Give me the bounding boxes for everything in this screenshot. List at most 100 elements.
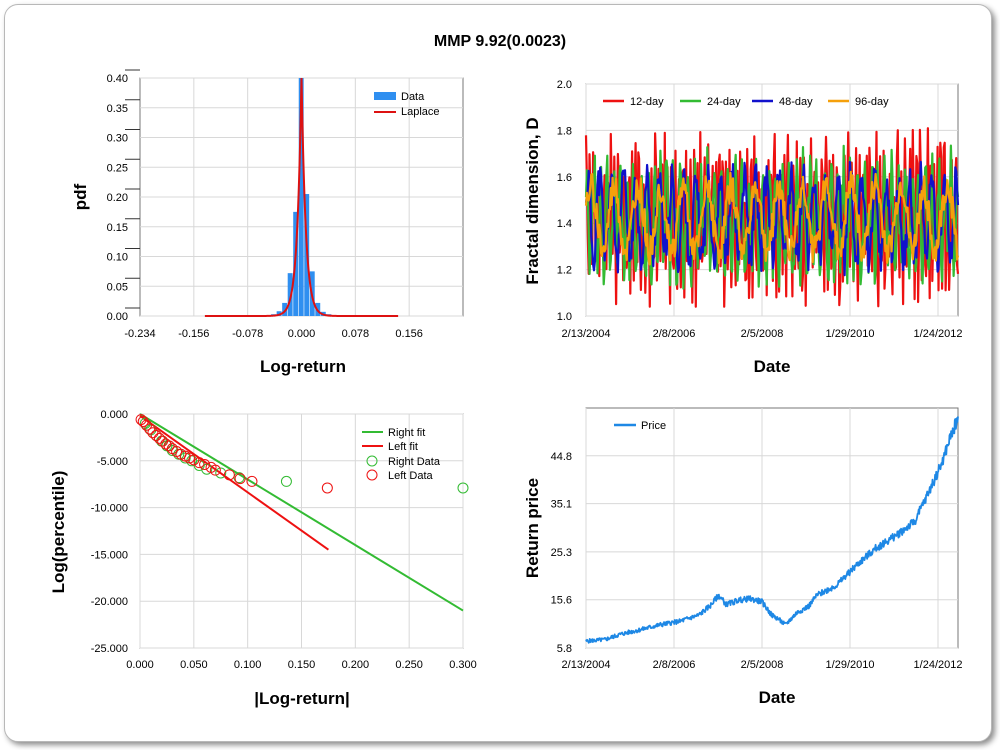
tail-fit-panel: 0.000 0.050 0.100 0.150 0.200 0.250 0.300 0.000… (49, 409, 477, 708)
tail-left-point (157, 435, 169, 447)
price-ytick-label: 5.8 (557, 643, 572, 655)
tail-left-point (150, 430, 162, 442)
tail-xtick-label: 0.300 (449, 659, 477, 671)
pdf-ytick-label: 0.25 (107, 162, 128, 174)
price-ytick-label: 25.3 (551, 547, 572, 559)
fractal-ytick-label: 1.2 (557, 265, 572, 277)
pdf-bar (298, 78, 304, 316)
legend-label-laplace: Laplace (401, 106, 440, 118)
pdf-legend: Data Laplace (374, 91, 440, 118)
tail-ytick-label: -15.000 (91, 549, 128, 561)
tail-left-point (135, 414, 147, 426)
pdf-ytick-label: 0.40 (107, 73, 128, 85)
tail-right-point (280, 475, 292, 487)
pdf-laplace-line (204, 77, 399, 317)
fractal-xtick-label: 2/5/2008 (741, 328, 784, 340)
price-xtick-label: 2/5/2008 (741, 659, 784, 671)
tail-xlabel: |Log-return| (254, 689, 349, 708)
pdf-histogram-panel: 0.00 0.05 0.10 0.15 0.20 0.25 0.30 0.35 0.40 -0.2… (71, 69, 464, 376)
pdf-ytick-label: 0.35 (107, 103, 128, 115)
pdf-ytick-label: 0.10 (107, 252, 128, 264)
legend-label-left-data: Left Data (388, 470, 434, 482)
tail-ytick-label: 0.000 (100, 409, 128, 421)
pdf-ylabel: pdf (71, 183, 90, 210)
pdf-bar (276, 311, 282, 316)
legend-label-right-data: Right Data (388, 456, 441, 468)
tail-left-point (137, 415, 149, 427)
fractal-legend: 12-day 24-day 48-day 96-day (603, 96, 889, 108)
price-xtick-label: 2/13/2004 (562, 659, 611, 671)
fractal-ytick-label: 1.6 (557, 172, 572, 184)
pdf-ytick-label: 0.15 (107, 222, 128, 234)
fractal-xtick-label: 2/13/2004 (562, 328, 611, 340)
price-ytick-label: 35.1 (551, 499, 572, 511)
tail-left-point (321, 482, 333, 494)
fractal-xtick-label: 1/29/2010 (826, 328, 875, 340)
price-plot-area (585, 407, 959, 649)
fractal-ytick-label: 1.8 (557, 125, 572, 137)
pdf-xtick-label: -0.156 (178, 328, 209, 340)
tail-left-point (199, 459, 211, 471)
price-ytick-label: 15.6 (551, 595, 572, 607)
legend-label-data: Data (401, 91, 425, 103)
fractal-ytick-label: 2.0 (557, 79, 572, 91)
tail-left-point (144, 423, 156, 435)
pdf-xtick-label: 0.000 (288, 328, 316, 340)
legend-label-right-fit: Right fit (388, 427, 425, 439)
legend-label-left-fit: Left fit (388, 441, 418, 453)
tail-left-fit-line (139, 415, 329, 551)
legend-swatch-left-data (366, 469, 378, 481)
price-xlabel: Date (759, 688, 796, 707)
price-legend: Price (614, 420, 666, 432)
tail-ytick-label: -5.000 (97, 456, 128, 468)
tail-ytick-label: -20.000 (91, 596, 128, 608)
fractal-ytick-label: 1.0 (557, 311, 572, 323)
tail-xtick-label: 0.200 (342, 659, 370, 671)
fractal-series-line (584, 170, 960, 266)
legend-label-price: Price (641, 420, 666, 432)
tail-xtick-label: 0.000 (126, 659, 154, 671)
tail-right-point (139, 417, 151, 429)
tail-left-point (160, 438, 172, 450)
tail-xtick-label: 0.100 (234, 659, 262, 671)
legend-label-48-day: 48-day (779, 96, 813, 108)
price-panel: 2/13/2004 2/8/2006 2/5/2008 1/29/2010 1/24/2… (523, 407, 963, 707)
legend-swatch-right-data (366, 455, 378, 467)
fractal-xtick-label: 2/8/2006 (653, 328, 696, 340)
tail-right-point (215, 467, 227, 479)
fractal-xlabel: Date (754, 357, 791, 376)
pdf-xtick-label: 0.078 (342, 328, 370, 340)
fractal-ytick-label: 1.4 (557, 218, 572, 230)
fractal-ylabel: Fractal dimension, D (523, 117, 542, 284)
tail-left-point (147, 427, 159, 439)
legend-label-24-day: 24-day (707, 96, 741, 108)
pdf-ytick-label: 0.00 (107, 311, 128, 323)
tail-left-point (234, 473, 246, 485)
price-xtick-label: 1/24/2012 (914, 659, 963, 671)
pdf-xtick-label: -0.078 (232, 328, 263, 340)
tail-legend: Right fit Left fit Right Data Left Data (362, 427, 441, 482)
page-title: MMP 9.92(0.0023) (433, 33, 567, 50)
legend-swatch-data (374, 92, 396, 100)
price-line (585, 416, 959, 644)
price-ytick-label: 44.8 (551, 451, 572, 463)
tail-ytick-label: -10.000 (91, 503, 128, 515)
tail-left-point (153, 432, 165, 444)
tail-left-point (205, 461, 217, 473)
pdf-ytick-label: 0.30 (107, 133, 128, 145)
tail-right-fit-line (139, 413, 464, 612)
fractal-dimension-panel: 2/13/2004 2/8/2006 2/5/2008 1/29/2010 1/24/2… (523, 79, 962, 376)
tail-xtick-label: 0.250 (395, 659, 423, 671)
pdf-bar (282, 302, 288, 316)
price-xtick-label: 1/29/2010 (826, 659, 875, 671)
tail-ylabel: Log(percentile) (49, 471, 68, 594)
tail-left-point (223, 469, 235, 481)
pdf-ytick-label: 0.05 (107, 281, 128, 293)
legend-label-12-day: 12-day (630, 96, 664, 108)
tail-ytick-label: -25.000 (91, 643, 128, 655)
fractal-xtick-label: 1/24/2012 (914, 328, 963, 340)
tail-left-point (193, 457, 205, 469)
price-ylabel: Return price (523, 478, 542, 578)
price-xtick-label: 2/8/2006 (653, 659, 696, 671)
